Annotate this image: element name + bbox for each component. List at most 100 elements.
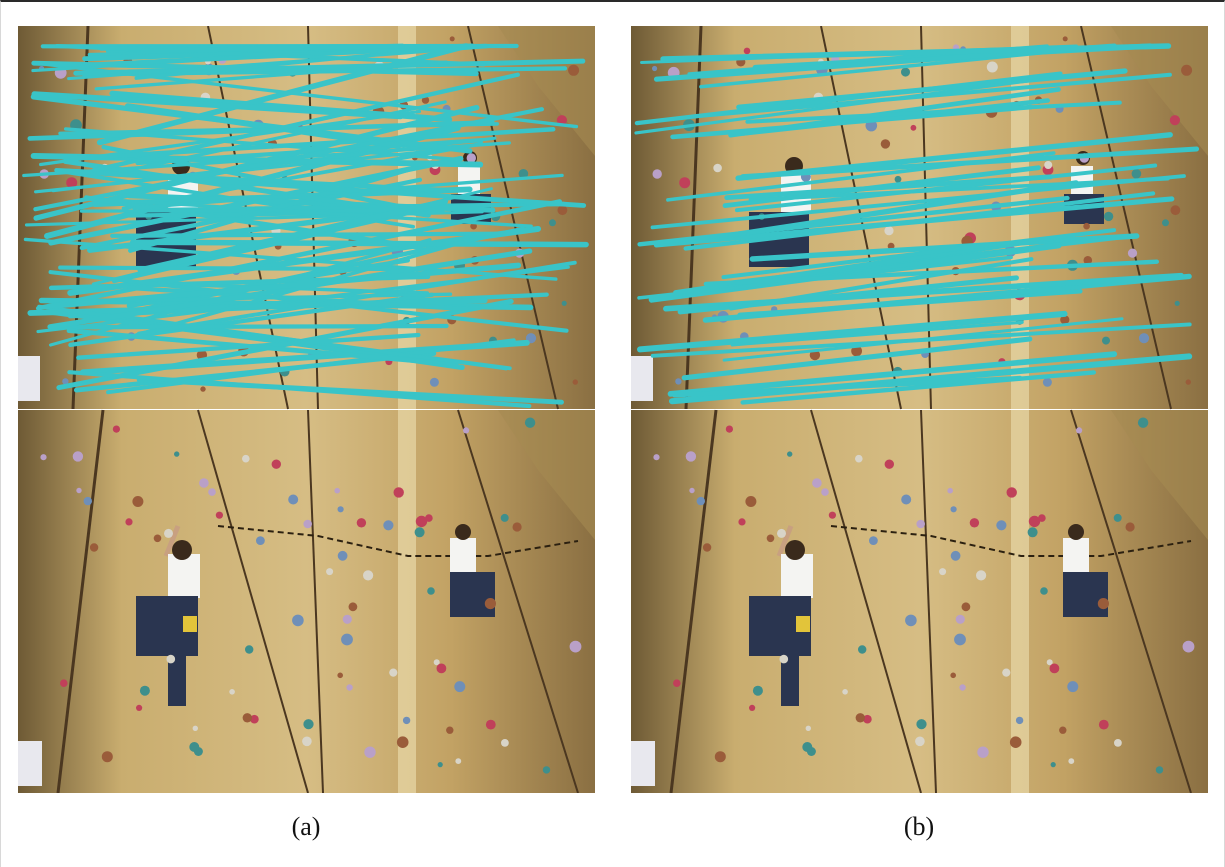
climbing-hold <box>421 96 430 104</box>
climbing-hold <box>341 633 353 646</box>
match-lines <box>634 43 1200 405</box>
match-line <box>681 336 1033 381</box>
match-line <box>106 338 516 395</box>
climbing-hold <box>696 496 705 506</box>
climbing-hold <box>1068 758 1075 764</box>
climbing-hold <box>950 550 961 561</box>
match-line <box>703 259 1159 287</box>
panel-b-image <box>631 26 1208 793</box>
match-line <box>693 72 1172 119</box>
climbing-hold <box>1050 762 1056 768</box>
climbing-hold <box>557 205 568 216</box>
match-line <box>62 159 431 218</box>
match-line <box>127 285 469 312</box>
climbing-hold <box>858 645 867 654</box>
climbing-hold <box>1170 205 1181 216</box>
climbing-hold <box>787 451 793 457</box>
climbing-hold <box>679 177 691 189</box>
match-line <box>650 174 1186 230</box>
climbing-hold <box>969 518 980 528</box>
climbing-hold <box>1027 527 1038 538</box>
climbing-hold <box>164 528 173 538</box>
climbing-hold <box>189 742 200 752</box>
match-line <box>49 262 522 309</box>
match-line <box>740 370 1096 405</box>
climbing-hold <box>1138 333 1150 344</box>
climbing-hold <box>851 345 862 357</box>
climbing-hold <box>66 177 78 189</box>
climbing-hold <box>1083 256 1093 265</box>
climbing-hold <box>855 713 865 723</box>
match-line <box>124 103 402 149</box>
climbing-hold <box>745 496 757 507</box>
match-line <box>140 43 405 54</box>
climbing-hold <box>414 527 425 538</box>
climbing-hold <box>83 496 93 506</box>
match-line <box>27 297 488 316</box>
climbing-hold <box>250 714 259 724</box>
climbing-hold <box>954 633 966 646</box>
climbing-hold <box>1006 487 1017 498</box>
climbing-hold <box>242 454 250 463</box>
match-line <box>650 322 1192 358</box>
climbing-hold <box>977 746 989 758</box>
match-line <box>637 195 1070 247</box>
climbing-hold <box>208 488 216 496</box>
climbing-hold <box>961 602 971 612</box>
climbing-hold <box>153 534 162 543</box>
match-line <box>137 198 449 274</box>
climbing-hold <box>524 417 536 428</box>
climbing-hold <box>1059 726 1067 734</box>
climbing-hold <box>947 487 953 494</box>
climbing-hold <box>959 684 966 691</box>
climbing-hold <box>500 513 509 522</box>
climbing-hold <box>916 719 927 730</box>
climbing-hold <box>894 175 902 183</box>
climbing-hold <box>714 751 726 763</box>
climbing-hold <box>955 614 965 624</box>
match-line <box>136 260 577 336</box>
climbing-hold <box>1097 598 1109 610</box>
bottom-climber-left <box>749 525 813 706</box>
climbing-hold <box>485 719 496 730</box>
climbing-hold <box>436 663 447 674</box>
match-line <box>62 168 587 208</box>
climbing-hold <box>342 614 352 624</box>
climbing-hold <box>996 520 1007 531</box>
climbing-hold <box>463 427 470 434</box>
match-line <box>683 191 1156 251</box>
climbing-hold <box>62 378 69 385</box>
match-line <box>35 199 563 311</box>
climbing-hold <box>805 725 811 731</box>
climbing-hold <box>199 478 209 488</box>
climbing-hold <box>653 454 660 461</box>
climbing-hold <box>1028 515 1041 528</box>
climbing-hold <box>863 714 872 724</box>
climbing-hold <box>271 459 281 469</box>
climbing-hold <box>1102 336 1110 345</box>
climbing-hold <box>1127 248 1138 258</box>
climbing-hold <box>1067 681 1079 693</box>
climbing-hold <box>446 726 454 734</box>
climbing-hold <box>1114 739 1122 747</box>
climbing-hold <box>1181 64 1193 76</box>
match-line <box>115 198 533 228</box>
climbing-hold <box>101 751 113 763</box>
climbing-hold <box>713 163 722 173</box>
climbing-hold <box>561 300 567 306</box>
climbing-hold <box>1042 377 1052 387</box>
climbing-hold <box>685 451 697 462</box>
climbing-hold <box>939 568 947 576</box>
climbing-hold <box>1182 640 1195 653</box>
climbing-hold <box>749 704 756 712</box>
climbing-hold <box>132 496 144 507</box>
climbing-hold <box>337 672 344 679</box>
climbing-hold <box>1015 716 1024 725</box>
match-line <box>67 370 532 409</box>
climbing-hold <box>1174 300 1180 306</box>
climbing-hold <box>950 506 957 513</box>
climbing-hold <box>40 454 47 461</box>
climbing-hold <box>393 487 404 498</box>
bottom-climber-right <box>450 524 495 617</box>
climbing-hold <box>1162 219 1169 227</box>
